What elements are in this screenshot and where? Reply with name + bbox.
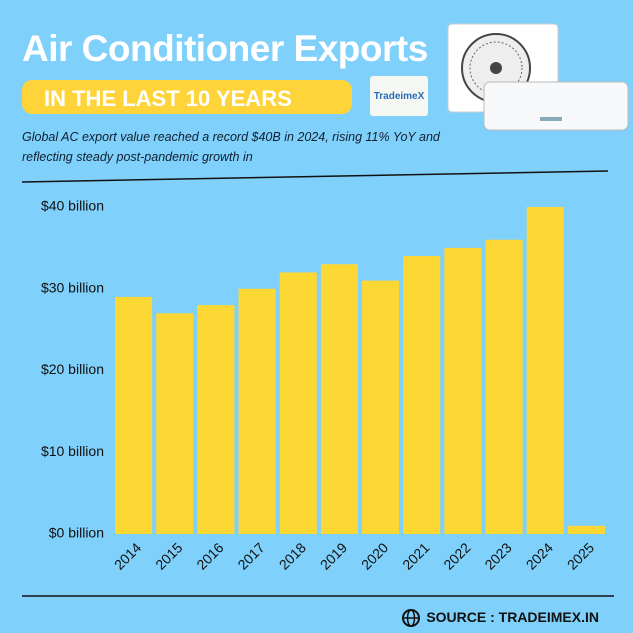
y-tick-label: $40 billion [41,198,104,214]
ac-illustration [447,23,629,131]
x-tick-label: 2017 [234,539,267,572]
bar [403,256,441,534]
bar [320,264,358,534]
bar [279,272,317,534]
bar [362,280,400,534]
bar [197,305,235,534]
y-tick-label: $0 billion [49,525,104,541]
x-tick-label: 2024 [523,539,556,572]
bar [526,207,564,534]
bar [156,313,194,534]
x-tick-label: 2021 [399,539,432,572]
bar [444,247,482,534]
y-tick-label: $20 billion [41,361,104,377]
description: Global AC export value reached a record … [22,130,440,164]
bar [115,296,153,534]
bar [485,239,523,534]
globe-icon [402,609,420,627]
x-tick-label: 2023 [481,539,514,572]
x-tick-label: 2018 [276,539,309,572]
x-tick-label: 2016 [193,539,226,572]
subtitle: IN THE LAST 10 YEARS [44,86,292,111]
title: Air Conditioner Exports [22,28,428,69]
y-tick-label: $30 billion [41,279,104,295]
x-tick-label: 2025 [564,539,597,572]
source: SOURCE : TRADEIMEX.IN [426,609,599,625]
separator [21,170,609,183]
y-tick-label: $10 billion [41,443,104,459]
x-tick-label: 2014 [111,539,144,572]
x-tick-label: 2015 [152,539,185,572]
x-tick-label: 2020 [358,539,391,572]
x-tick-label: 2019 [317,539,350,572]
bar [238,288,276,534]
x-tick-label: 2022 [440,539,473,572]
bar [567,525,605,534]
logo: TradeimeX [370,76,428,116]
subtitle-pill [22,80,352,114]
